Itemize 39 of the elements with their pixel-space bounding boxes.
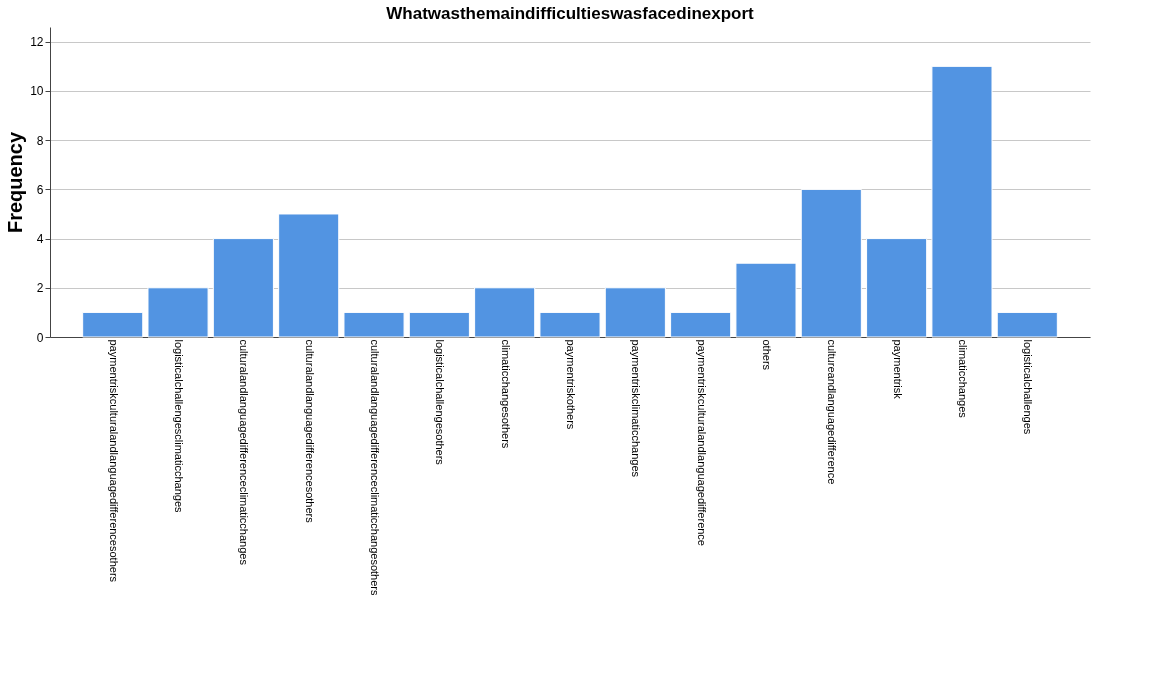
x-tick-label: paymentriskculturalandlanguagedifference [695, 339, 708, 546]
x-tick-label: culturalandlanguagedifferencesothers [303, 339, 316, 524]
y-tick-label: 0 [36, 330, 44, 345]
chart-title: Whatwasthemaindifficultieswasfacedinexport [386, 4, 755, 23]
bar [735, 262, 797, 338]
x-tick-label: cultureandlanguagedifference [826, 339, 839, 485]
x-tick-label: paymentriskclimaticchanges [630, 339, 643, 478]
y-tick-label: 6 [36, 182, 44, 197]
bar [278, 213, 340, 338]
bar [343, 311, 405, 338]
bar [82, 311, 144, 338]
bar [996, 311, 1058, 338]
bar [408, 311, 470, 338]
bar [604, 287, 666, 338]
bar [931, 65, 993, 338]
x-tick-label: culturalandlanguagedifferenceclimaticchangesothers [369, 339, 382, 597]
bar [539, 311, 601, 338]
bar [800, 188, 862, 338]
y-tick-label: 2 [36, 281, 44, 296]
bar [474, 287, 536, 338]
y-tick-label: 8 [36, 133, 44, 148]
bar [212, 238, 274, 338]
y-axis-title: Frequency [4, 131, 27, 234]
y-tick-label: 4 [36, 232, 44, 247]
bar [147, 287, 209, 338]
x-tick-label: climaticchanges [956, 339, 969, 419]
x-tick-label: paymentriskculturalandlanguagedifferencesothers [107, 339, 120, 583]
x-tick-label: paymentriskothers [565, 339, 577, 430]
bar [866, 238, 928, 338]
x-tick-label: logisticalchallengesclimaticchanges [173, 339, 186, 514]
bar [670, 311, 732, 338]
x-tick-label: paymentrisk [891, 339, 904, 400]
x-tick-label: culturalandlanguagedifferenceclimaticchanges [238, 339, 251, 566]
x-tick-label: logisticalchallenges [1022, 339, 1035, 435]
x-tick-label: climaticchangesothers [499, 339, 512, 449]
x-tick-label: others [760, 339, 773, 371]
y-tick-label: 10 [30, 84, 44, 99]
y-tick-label: 12 [30, 35, 44, 50]
x-tick-label: logisticalchallengesothers [434, 339, 447, 466]
